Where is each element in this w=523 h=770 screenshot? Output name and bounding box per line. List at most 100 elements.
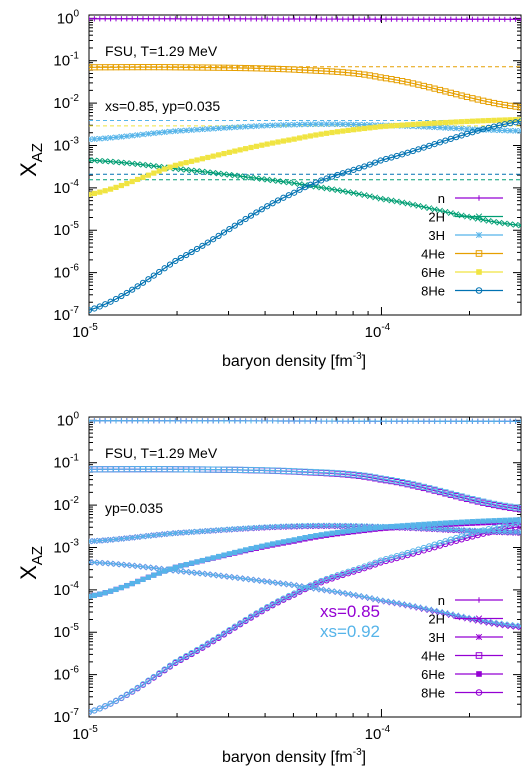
series-n-b-point	[199, 418, 205, 424]
series-2H-point	[258, 175, 265, 182]
series-8He-b-point	[350, 566, 357, 574]
series-n-b-point	[102, 418, 108, 424]
series-n-b-point	[394, 418, 400, 424]
series-6He-b-point	[91, 592, 97, 599]
y-axis-title-main: X	[16, 162, 41, 177]
series-8He-b-point	[156, 670, 163, 677]
series-6He-b-point	[183, 561, 189, 568]
series-3H-point	[199, 126, 206, 133]
y-tick-base: 10	[53, 180, 70, 197]
series-n-point	[507, 16, 513, 22]
series-2H-b-point	[113, 561, 119, 567]
series-8He-point	[404, 149, 411, 156]
series-n-b-point	[378, 418, 384, 424]
series-3H-point	[361, 121, 368, 128]
series-3H-point	[453, 125, 460, 132]
series-6He-point	[232, 148, 238, 154]
series-2H-b-point	[145, 564, 152, 571]
x-tick-label: 10-4	[365, 322, 391, 341]
series-8He-b-point	[269, 601, 276, 608]
series-n-point	[237, 16, 243, 22]
series-2H-point	[415, 202, 422, 209]
series-3H-b-point	[118, 535, 125, 542]
series-n-point	[124, 16, 130, 22]
series-6He-point	[361, 125, 367, 132]
y-tick-base: 10	[53, 709, 70, 726]
series-n-point	[378, 16, 384, 22]
series-8He-point	[274, 197, 282, 204]
series-2H-b-point	[518, 623, 521, 630]
series-8He-point	[296, 186, 303, 193]
series-6He-point	[264, 141, 270, 147]
series-3H-b-point	[107, 536, 114, 543]
y-tick-base: 10	[57, 10, 74, 27]
series-3H-point	[431, 124, 438, 131]
y-tick-label: 10-2	[53, 495, 79, 514]
series-8He-b-point	[285, 592, 292, 600]
series-n-point	[426, 16, 432, 22]
series-3H-point	[318, 121, 325, 128]
series-3H-b-point	[420, 525, 427, 532]
series-8He-b-point	[96, 705, 103, 712]
series-6He-point	[270, 140, 276, 146]
series-3H-point	[134, 132, 141, 138]
series-2H-b-point	[372, 596, 379, 603]
series-8He-point	[345, 168, 352, 175]
series-n-b-point	[405, 418, 411, 424]
series-n-point	[410, 16, 416, 22]
legend-label: 4He	[421, 649, 445, 664]
series-8He-b-point	[355, 565, 363, 572]
series-2H-b-point	[118, 561, 125, 568]
series-6He-point	[307, 133, 313, 139]
series-n-point	[91, 16, 97, 22]
series-2H-point	[194, 168, 200, 174]
series-3H-b-point	[491, 528, 497, 535]
series-8He-point	[280, 194, 287, 201]
y-tick-exponent: -1	[70, 51, 79, 62]
series-n-point	[518, 16, 521, 22]
x-tick-exponent: -4	[381, 724, 390, 735]
y-axis-title-main: X	[16, 565, 41, 580]
series-n-b-point	[189, 418, 195, 424]
series-8He-point	[193, 245, 201, 253]
legend-marker	[475, 287, 483, 294]
series-8He-b-point	[123, 691, 130, 698]
legend: n 2H 3H 4He 6He 8He	[421, 593, 503, 701]
series-n-point	[210, 16, 216, 22]
series-n-b-point	[113, 418, 119, 424]
series-6He-point	[448, 119, 454, 125]
series-n-point	[226, 16, 232, 22]
series-6He-b-point	[189, 560, 195, 566]
series-n-b-point	[253, 418, 259, 424]
x-tick-base: 10	[72, 726, 89, 743]
series-8He-b-point	[264, 604, 271, 611]
series-6He-b-point	[459, 519, 465, 525]
series-3H-point	[167, 128, 173, 135]
plot-frame	[88, 416, 522, 718]
legend-label: 2H	[428, 612, 445, 627]
series-6He-b-point	[135, 578, 141, 585]
y-tick-label: 100	[57, 8, 80, 27]
series-2H-point	[372, 194, 379, 201]
x-axis-title-main: baryon density [fm	[222, 749, 353, 766]
series-n-point	[118, 16, 124, 22]
series-n-point	[367, 16, 373, 22]
series-3H-point	[89, 136, 92, 143]
y-tick-exponent: -5	[70, 622, 79, 633]
series-8He-point	[426, 142, 433, 149]
series-n-b-point	[91, 418, 97, 424]
series-2H-b-point	[393, 600, 400, 606]
series-6He-point	[108, 186, 114, 192]
series-2H-b-point	[329, 588, 335, 595]
series-3H-point	[501, 127, 508, 134]
series-3H-b-point	[221, 526, 227, 533]
series-8He-b-point	[469, 530, 476, 537]
series-3H-b-point	[172, 530, 179, 537]
series-8He-b	[89, 519, 521, 716]
series-8He-b-point	[226, 626, 233, 634]
series-n-point	[108, 16, 114, 22]
series-n-point	[361, 16, 367, 22]
series-8He-b-point	[242, 616, 249, 624]
series-2H-point	[512, 221, 519, 228]
series-n-point	[264, 16, 270, 22]
